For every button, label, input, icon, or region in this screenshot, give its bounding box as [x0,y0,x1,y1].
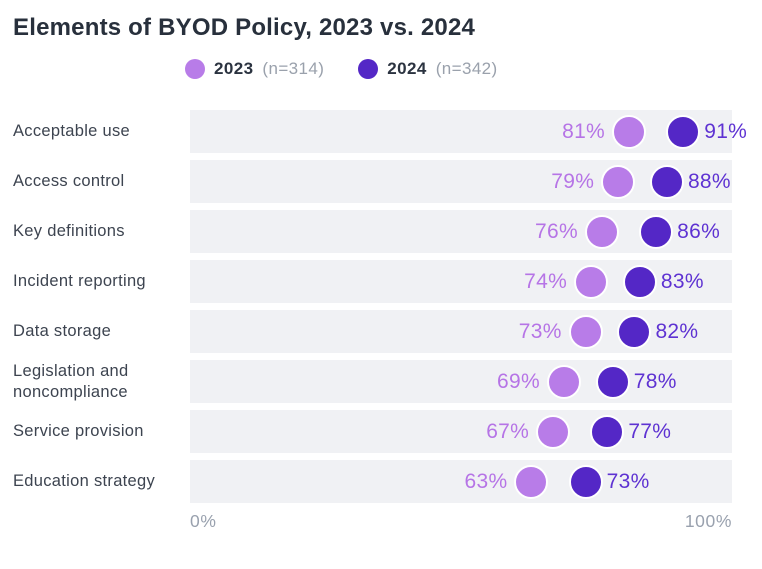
category-label: Incident reporting [13,272,146,291]
value-label-2024: 86% [677,219,721,243]
value-label-2023: 67% [486,419,530,443]
category-label: Acceptable use [13,122,131,141]
value-label-2023: 69% [497,369,540,393]
value-label-2024: 73% [606,469,650,493]
value-label-2023: 73% [518,319,562,343]
legend-year-label: 2024 [387,59,427,78]
dot-2023 [568,314,603,349]
value-label-2024: 77% [628,419,672,443]
legend-dot-icon [358,59,379,79]
dot-2023 [514,464,549,499]
value-label-2023: 63% [464,469,508,493]
value-label-2023: 76% [534,219,578,243]
value-label-2023: 74% [524,269,568,293]
dot-2023 [536,414,571,449]
dot-2023 [612,114,647,149]
dot-2024 [595,364,630,399]
value-label-2024: 82% [655,319,699,343]
value-label-2024: 88% [687,169,731,193]
chart-row: Education strategy 63% 73% [0,460,762,503]
dot-2024 [666,114,701,149]
dot-2024 [649,164,684,199]
category-label: Key definitions [13,222,125,241]
dot-2023 [584,214,619,249]
dot-2023 [601,164,636,199]
category-label: Access control [13,172,125,191]
legend: 2023 (n=314) 2024 (n=342) [185,59,498,79]
chart-row: Data storage 73% 82% [0,310,762,353]
axis-min-label: 0% [190,511,217,531]
row-track: 63% 73% [190,460,732,503]
chart-row: Key definitions 76% 86% [0,210,762,253]
legend-item: 2024 (n=342) [358,59,497,79]
value-label-2023: 79% [551,169,595,193]
x-axis: 0% 100% [190,511,732,532]
value-label-2023: 81% [562,119,606,143]
chart-row: Service provision 67% 77% [0,410,762,453]
dot-2024 [617,314,652,349]
axis-max-label: 100% [684,511,732,531]
legend-dot-icon [185,59,205,79]
legend-sample-size-label: (n=314) [262,59,325,78]
value-label-2024: 83% [660,269,704,293]
row-track: 69% 78% [190,360,732,403]
chart-row: Incident reporting 74% 83% [0,260,762,303]
chart-title: Elements of BYOD Policy, 2023 vs. 2024 [13,14,476,41]
category-label: Legislation and noncompliance [13,361,129,401]
legend-year-label: 2023 [214,59,254,78]
dot-2023 [546,364,581,399]
row-track: 67% 77% [190,410,732,453]
legend-item: 2023 (n=314) [185,59,324,79]
category-label: Service provision [13,422,144,441]
dot-2024 [568,464,603,499]
chart-rows: Acceptable use 81% 91% Access control 79… [0,110,762,510]
dot-2024 [622,264,657,299]
chart-row: Acceptable use 81% 91% [0,110,762,153]
dot-2024 [639,214,674,249]
row-track: 76% 86% [190,210,732,253]
row-track: 74% 83% [190,260,732,303]
dot-2023 [574,264,609,299]
chart-row: Access control 79% 88% [0,160,762,203]
value-label-2024: 78% [633,369,677,393]
value-label-2024: 91% [704,119,748,143]
category-label: Data storage [13,322,112,341]
category-label: Education strategy [13,472,156,491]
dot-2024 [590,414,625,449]
row-track: 73% 82% [190,310,732,353]
chart-row: Legislation and noncompliance 69% 78% [0,360,762,403]
row-track: 81% 91% [190,110,747,153]
legend-sample-size-label: (n=342) [435,59,498,78]
row-track: 79% 88% [190,160,732,203]
